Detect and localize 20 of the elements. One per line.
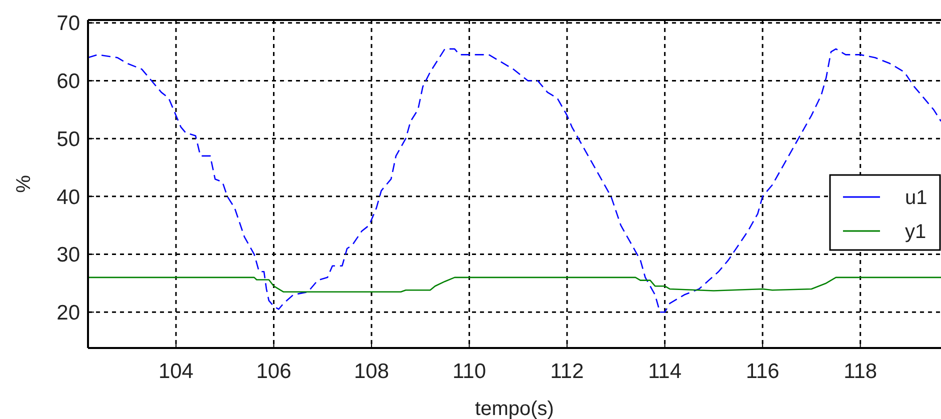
y-tick-label: 50 bbox=[56, 128, 80, 151]
x-tick-label: 116 bbox=[746, 360, 780, 383]
y-tick-label: 70 bbox=[56, 12, 80, 36]
line-series bbox=[87, 276, 941, 293]
legend-label: y1 bbox=[905, 221, 926, 243]
y-tick-label: 20 bbox=[56, 301, 80, 324]
x-axis-title: tempo(s) bbox=[475, 398, 554, 419]
x-tick-label: 104 bbox=[158, 360, 194, 383]
legend-label: u1 bbox=[905, 187, 928, 209]
y-tick-label: 40 bbox=[56, 186, 80, 209]
y-tick-label: 60 bbox=[56, 70, 80, 94]
x-tick-label: 110 bbox=[452, 360, 486, 383]
x-tick-label: 108 bbox=[354, 360, 390, 383]
x-tick-label: 114 bbox=[648, 360, 682, 383]
y-tick-label: 30 bbox=[56, 244, 80, 267]
x-tick-label: 106 bbox=[256, 360, 292, 383]
x-tick-label: 118 bbox=[844, 360, 878, 383]
y-axis-title: % bbox=[13, 174, 35, 193]
x-tick-label: 112 bbox=[550, 360, 584, 383]
line-series bbox=[87, 48, 941, 313]
